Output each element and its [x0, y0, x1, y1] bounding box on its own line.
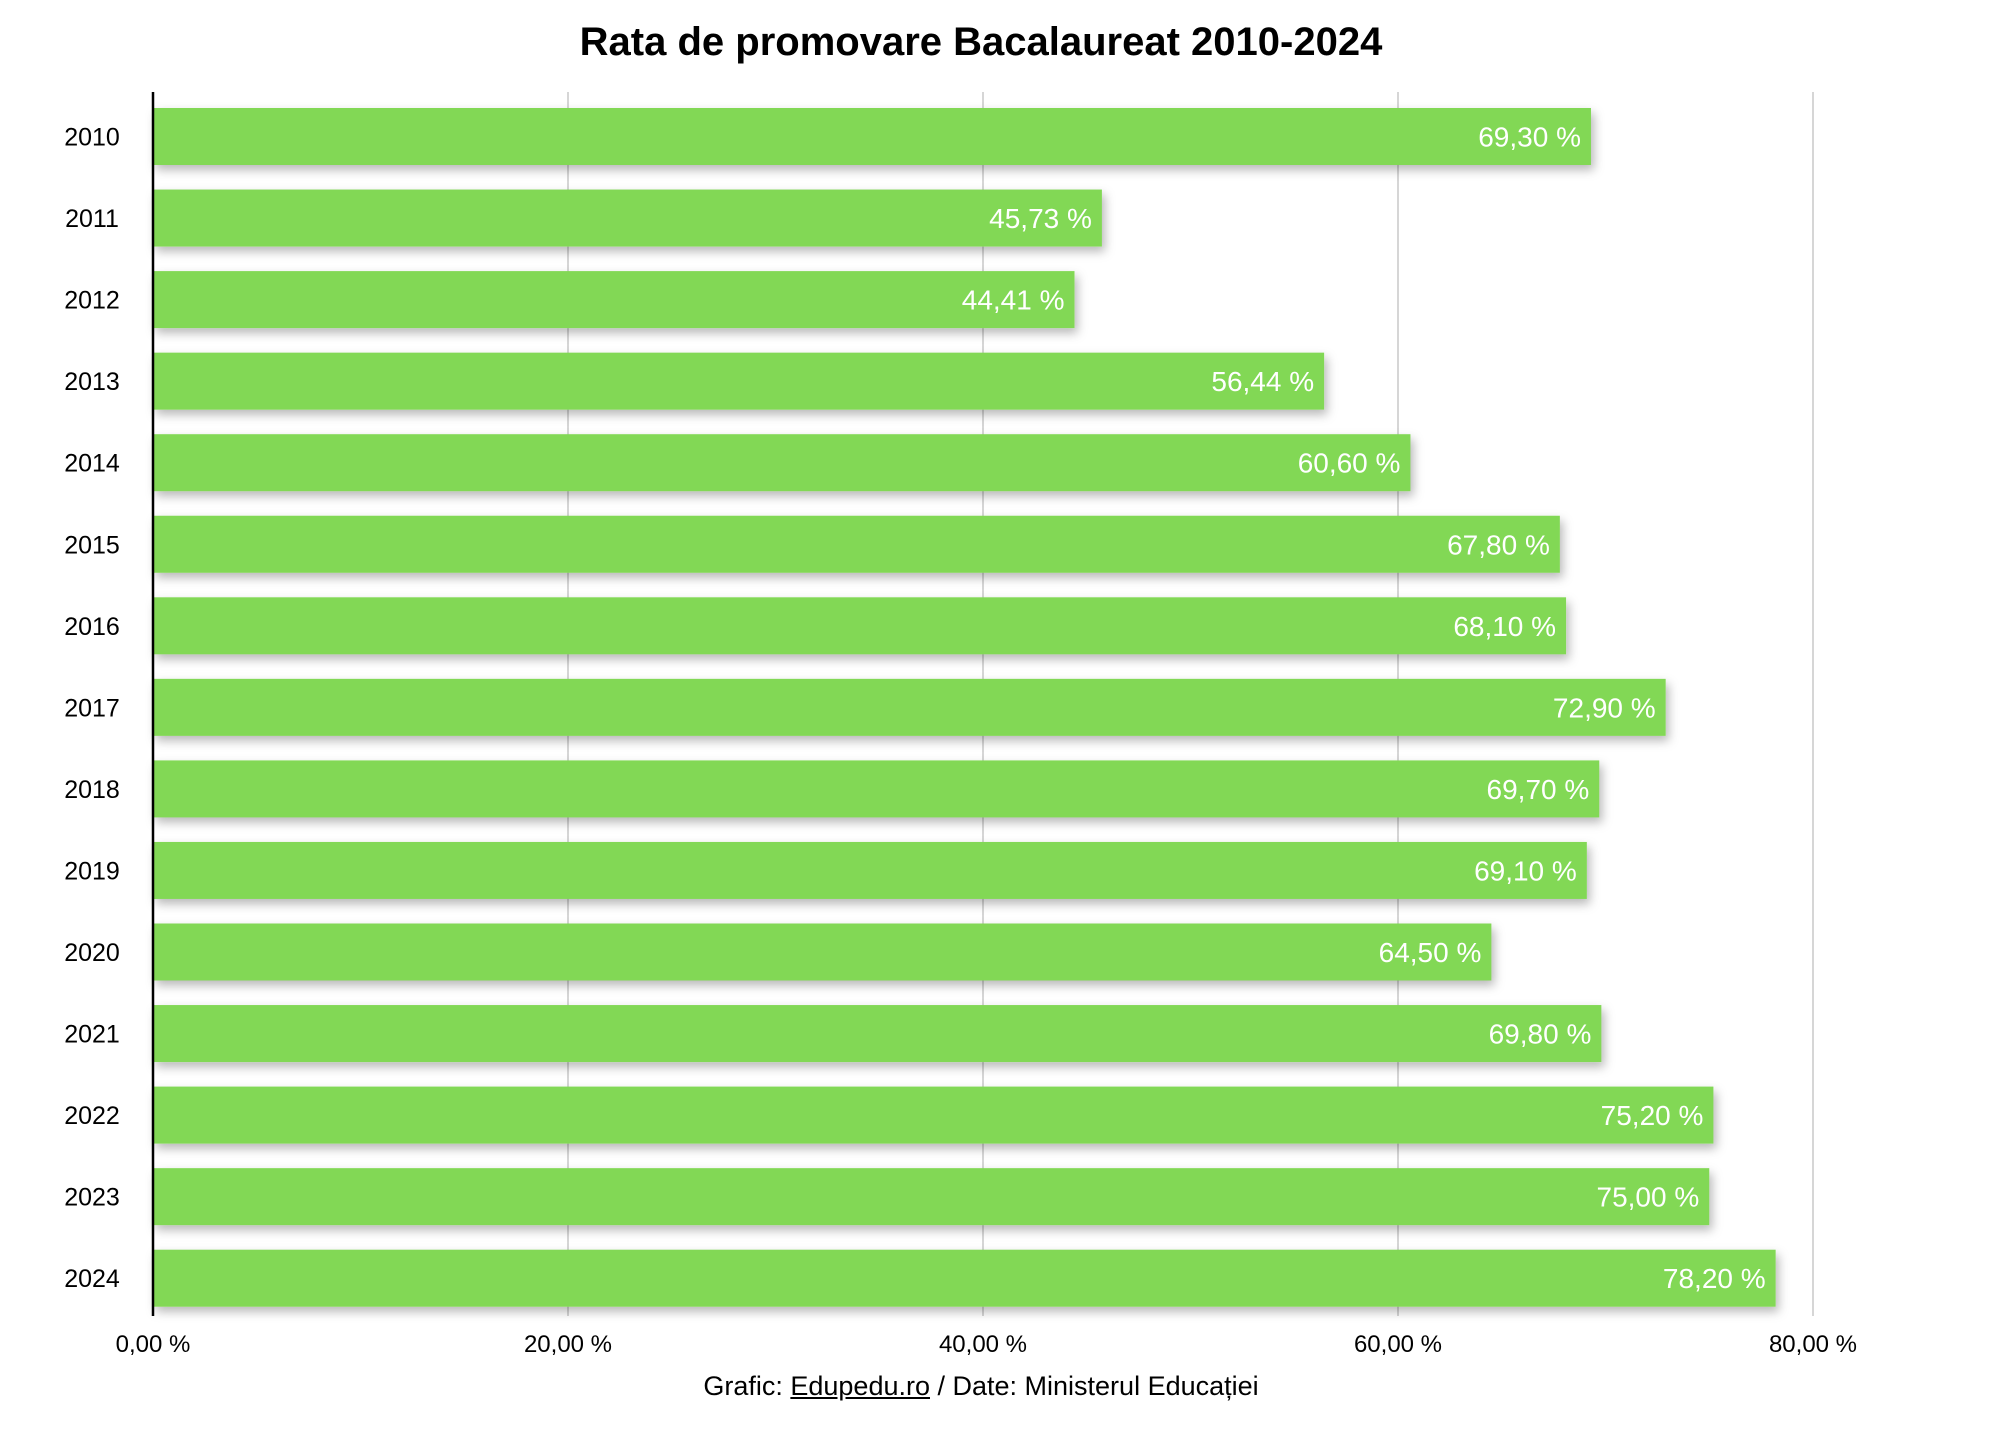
data-label: 75,20 %: [1601, 1100, 1704, 1131]
y-category-label: 2018: [64, 776, 120, 804]
bar-2013: [153, 352, 1325, 410]
data-label: 45,73 %: [989, 203, 1092, 234]
y-category-label: 2013: [64, 368, 120, 396]
bar-2017: [153, 678, 1666, 736]
chart-footer: Grafic: Edupedu.ro / Date: Ministerul Ed…: [0, 1368, 1962, 1404]
data-label: 44,41 %: [962, 285, 1065, 316]
data-label: 72,90 %: [1553, 692, 1656, 723]
data-label: 69,30 %: [1478, 122, 1581, 153]
footer-suffix: / Date: Ministerul Educației: [930, 1371, 1259, 1401]
bar-2020: [153, 923, 1492, 981]
bar-2019: [153, 841, 1587, 899]
data-label: 69,80 %: [1489, 1019, 1592, 1050]
x-tick-label: 20,00 %: [524, 1331, 612, 1358]
chart-title: Rata de promovare Bacalaureat 2010-2024: [579, 20, 1383, 64]
y-category-label: 2024: [64, 1265, 120, 1293]
y-category-label: 2021: [64, 1021, 120, 1049]
bar-2015: [153, 515, 1560, 573]
y-category-label: 2023: [64, 1184, 120, 1212]
bar-2011: [153, 189, 1102, 247]
y-category-label: 2015: [64, 531, 120, 559]
x-tick-label: 0,00 %: [116, 1331, 191, 1358]
y-category-label: 2022: [64, 1102, 120, 1130]
labels: 0,00 % 20,00 % 40,00 % 60,00 % 80,00 % 69,30 …: [64, 122, 1857, 1359]
bars: [153, 108, 1776, 1307]
bar-2012: [153, 271, 1075, 329]
data-label: 67,80 %: [1447, 529, 1550, 560]
y-category-label: 2010: [64, 124, 120, 152]
source-link[interactable]: Edupedu.ro: [790, 1371, 930, 1401]
y-category-label: 2014: [64, 450, 120, 478]
bar-2022: [153, 1086, 1714, 1144]
y-category-label: 2017: [64, 694, 120, 722]
bar-2023: [153, 1168, 1710, 1226]
data-label: 56,44 %: [1211, 366, 1314, 397]
y-category-label: 2020: [64, 939, 120, 967]
bar-2010: [153, 108, 1591, 165]
data-label: 69,10 %: [1474, 855, 1577, 886]
y-category-label: 2016: [64, 613, 120, 641]
x-tick-label: 80,00 %: [1769, 1331, 1857, 1358]
y-category-label: 2012: [64, 287, 120, 315]
bar-2016: [153, 597, 1567, 655]
data-label: 60,60 %: [1298, 448, 1401, 479]
bar-2014: [153, 434, 1411, 492]
x-tick-label: 60,00 %: [1354, 1331, 1442, 1358]
y-category-label: 2011: [65, 205, 119, 233]
data-label: 64,50 %: [1379, 937, 1482, 968]
bar-2018: [153, 760, 1600, 818]
data-label: 75,00 %: [1597, 1182, 1700, 1213]
bar-2024: [153, 1249, 1776, 1307]
bar-2021: [153, 1005, 1602, 1063]
data-label: 68,10 %: [1453, 611, 1556, 642]
footer-prefix: Grafic:: [703, 1371, 791, 1401]
x-tick-label: 40,00 %: [939, 1331, 1027, 1358]
y-category-label: 2019: [64, 857, 120, 885]
data-label: 78,20 %: [1663, 1263, 1766, 1294]
data-label: 69,70 %: [1487, 774, 1590, 805]
